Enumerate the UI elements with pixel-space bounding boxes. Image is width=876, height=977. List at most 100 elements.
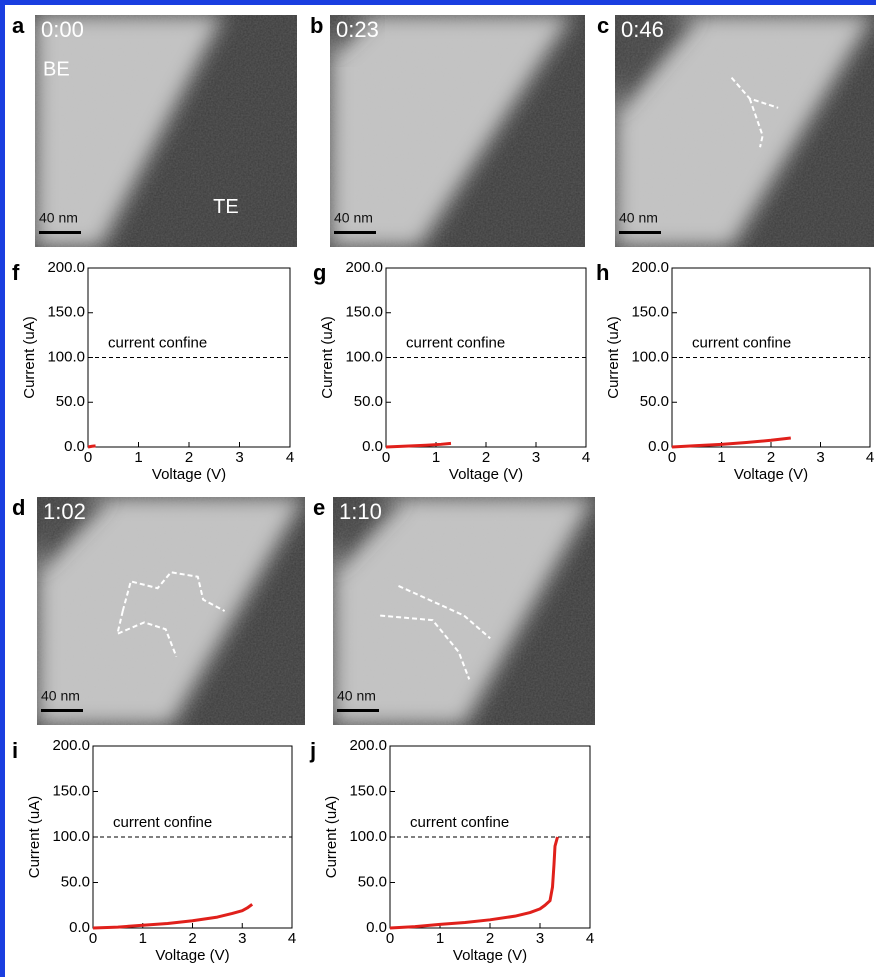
x-tick-label: 2 (482, 449, 490, 466)
scale-label: 40 nm (334, 210, 373, 226)
x-tick-label: 4 (582, 449, 590, 466)
iv-curve (93, 904, 252, 928)
x-tick-label: 3 (532, 449, 540, 466)
x-tick-label: 0 (89, 930, 97, 947)
x-tick-label: 4 (286, 449, 294, 466)
scale-label: 40 nm (619, 210, 658, 226)
y-axis-label: Current (uA) (26, 796, 43, 879)
y-tick-label: 100.0 (349, 828, 387, 845)
panel-letter: j (309, 738, 316, 763)
y-tick-label: 50.0 (56, 393, 85, 410)
panel-letter: f (12, 260, 20, 285)
panel-letter: i (12, 738, 18, 763)
panel-letter: b (310, 13, 323, 38)
x-tick-label: 3 (238, 930, 246, 947)
electrode-label: TE (213, 196, 239, 218)
y-tick-label: 200.0 (631, 259, 669, 276)
y-tick-label: 0.0 (648, 438, 669, 455)
annotation: current confine (410, 814, 509, 831)
time-stamp: 0:23 (336, 17, 379, 42)
y-tick-label: 200.0 (349, 737, 387, 754)
y-tick-label: 0.0 (366, 919, 387, 936)
x-tick-label: 3 (235, 449, 243, 466)
x-tick-label: 4 (586, 930, 594, 947)
iv-curve (88, 446, 96, 447)
scale-bar (337, 709, 379, 712)
x-tick-label: 2 (185, 449, 193, 466)
y-tick-label: 50.0 (354, 393, 383, 410)
x-tick-label: 2 (486, 930, 494, 947)
panel-letter: e (313, 495, 325, 520)
scale-label: 40 nm (337, 688, 376, 704)
iv-curve (672, 438, 791, 447)
scale-bar (619, 231, 661, 234)
figure: a 0:00 BE TE 40 nm b 0:23 40 nm c 0:46 40 nm d 1:02 4… (0, 0, 876, 977)
x-tick-label: 3 (536, 930, 544, 947)
y-tick-label: 100.0 (47, 348, 85, 365)
y-tick-label: 50.0 (640, 393, 669, 410)
y-tick-label: 150.0 (345, 304, 383, 321)
y-axis-label: Current (uA) (323, 796, 340, 879)
y-tick-label: 0.0 (362, 438, 383, 455)
y-tick-label: 0.0 (64, 438, 85, 455)
annotation: current confine (113, 814, 212, 831)
panel-letter: g (313, 260, 326, 285)
annotation: current confine (692, 334, 791, 351)
border-top (0, 0, 876, 5)
y-tick-label: 100.0 (52, 828, 90, 845)
annotation: current confine (108, 334, 207, 351)
scale-bar (39, 231, 81, 234)
electrode-label: BE (43, 58, 70, 80)
x-tick-label: 0 (668, 449, 676, 466)
panel-letter: d (12, 495, 25, 520)
y-tick-label: 200.0 (47, 259, 85, 276)
x-tick-label: 0 (84, 449, 92, 466)
border-left (0, 0, 5, 977)
x-tick-label: 0 (382, 449, 390, 466)
y-tick-label: 0.0 (69, 919, 90, 936)
scale-label: 40 nm (41, 688, 80, 704)
iv-curve (386, 443, 451, 447)
y-tick-label: 200.0 (345, 259, 383, 276)
y-tick-label: 150.0 (47, 304, 85, 321)
scale-bar (334, 231, 376, 234)
y-tick-label: 150.0 (349, 782, 387, 799)
y-tick-label: 200.0 (52, 737, 90, 754)
panel-letter: c (597, 13, 609, 38)
scale-bar (41, 709, 83, 712)
time-stamp: 1:02 (43, 499, 86, 524)
x-tick-label: 1 (717, 449, 725, 466)
iv-curve (390, 837, 558, 928)
x-tick-label: 3 (816, 449, 824, 466)
y-tick-label: 150.0 (631, 304, 669, 321)
x-axis-label: Voltage (V) (734, 466, 808, 483)
x-tick-label: 1 (436, 930, 444, 947)
time-stamp: 0:00 (41, 17, 84, 42)
y-tick-label: 100.0 (345, 348, 383, 365)
time-stamp: 0:46 (621, 17, 664, 42)
x-axis-label: Voltage (V) (152, 466, 226, 483)
y-axis-label: Current (uA) (319, 316, 336, 399)
x-tick-label: 1 (139, 930, 147, 947)
panel-letter: h (596, 260, 609, 285)
y-axis-label: Current (uA) (605, 316, 622, 399)
x-tick-label: 1 (432, 449, 440, 466)
panel-letter: a (12, 13, 25, 38)
x-axis-label: Voltage (V) (449, 466, 523, 483)
y-tick-label: 50.0 (61, 873, 90, 890)
x-axis-label: Voltage (V) (155, 947, 229, 964)
time-stamp: 1:10 (339, 499, 382, 524)
x-axis-label: Voltage (V) (453, 947, 527, 964)
y-tick-label: 100.0 (631, 348, 669, 365)
y-tick-label: 50.0 (358, 873, 387, 890)
scale-label: 40 nm (39, 210, 78, 226)
x-tick-label: 4 (866, 449, 874, 466)
y-tick-label: 150.0 (52, 782, 90, 799)
x-tick-label: 2 (767, 449, 775, 466)
y-axis-label: Current (uA) (21, 316, 38, 399)
x-tick-label: 1 (134, 449, 142, 466)
annotation: current confine (406, 334, 505, 351)
x-tick-label: 2 (188, 930, 196, 947)
x-tick-label: 4 (288, 930, 296, 947)
x-tick-label: 0 (386, 930, 394, 947)
